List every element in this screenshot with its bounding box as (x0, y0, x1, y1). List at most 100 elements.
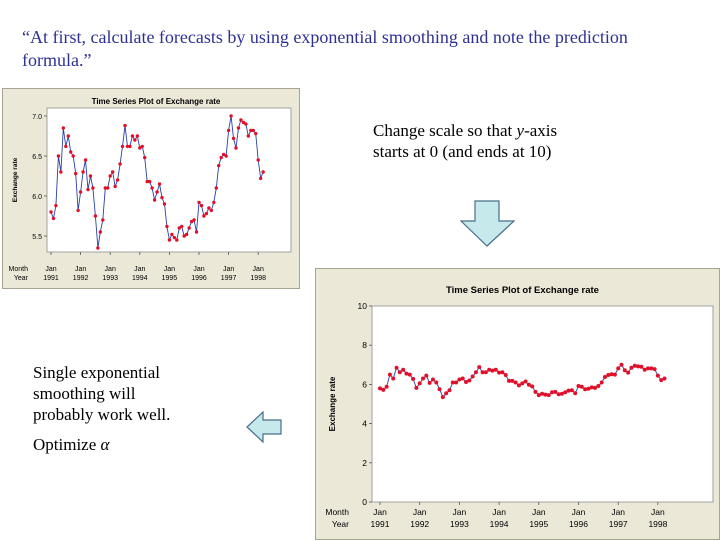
data-point (652, 367, 657, 372)
data-point (626, 370, 631, 375)
data-point (384, 384, 389, 389)
data-point (155, 190, 159, 194)
data-point (96, 246, 100, 250)
x-tick-month-label: Jan (373, 507, 387, 517)
data-point (64, 144, 68, 149)
data-point (397, 370, 402, 375)
data-point (593, 385, 598, 390)
data-point (56, 154, 61, 158)
data-point (175, 238, 179, 242)
x-tick-month-label: Jan (532, 507, 546, 517)
data-point (221, 152, 226, 157)
data-point (254, 131, 258, 136)
data-point (470, 374, 475, 379)
data-point (197, 200, 201, 205)
data-point (73, 171, 78, 176)
data-point (214, 186, 218, 190)
data-point (510, 378, 515, 383)
plot-area (371, 305, 714, 503)
y-axis-label: Exchange rate (328, 376, 337, 431)
data-point (536, 393, 541, 398)
data-point (394, 365, 399, 370)
note-smoothing-line1: Single exponential (33, 363, 161, 382)
down-arrow-icon (460, 200, 516, 247)
data-point (69, 150, 73, 154)
data-point (559, 391, 564, 396)
x-tick-year-label: 1997 (609, 519, 628, 529)
data-point (513, 380, 518, 385)
data-point (219, 155, 223, 160)
x-tick-year-label: 1998 (648, 519, 667, 529)
data-point (187, 226, 191, 230)
data-point (573, 391, 578, 396)
data-point (177, 226, 181, 230)
data-point (101, 218, 105, 222)
data-point (152, 198, 157, 202)
data-point (473, 370, 478, 375)
data-point (553, 389, 558, 394)
data-point (500, 370, 505, 375)
data-point (503, 372, 508, 377)
data-point (599, 380, 604, 385)
data-point (520, 381, 525, 386)
data-point (556, 392, 561, 397)
data-point (192, 218, 196, 222)
y-tick-label: 4 (362, 419, 367, 429)
data-point (583, 387, 588, 392)
chart-panel-original: Time Series Plot of Exchange rate 5.5 6.0 6… (2, 88, 300, 289)
data-point (497, 370, 502, 375)
data-point (602, 374, 607, 379)
data-point (120, 144, 125, 149)
data-point (447, 388, 452, 393)
data-point (98, 230, 103, 234)
data-point (655, 373, 660, 378)
data-point (401, 367, 406, 372)
data-point (49, 210, 53, 214)
x-row-label-month: Month (9, 266, 29, 273)
data-point (381, 387, 386, 392)
data-point (130, 134, 135, 138)
data-point (93, 214, 98, 218)
data-point (639, 364, 644, 369)
data-point (434, 380, 439, 385)
data-point (427, 380, 432, 385)
x-tick-year-label: 1996 (191, 275, 207, 282)
data-point (454, 380, 459, 385)
data-point (234, 146, 238, 150)
x-tick-year-label: 1996 (569, 519, 588, 529)
data-point (202, 214, 206, 218)
data-point (421, 376, 426, 381)
data-point (411, 376, 416, 381)
x-tick-month-label: Jan (193, 266, 204, 273)
data-point (414, 385, 419, 390)
data-point (516, 383, 521, 388)
data-point (157, 182, 162, 186)
y-tick-label: 6 (362, 379, 367, 389)
x-tick-year-label: 1993 (102, 275, 118, 282)
x-tick-month-label: Jan (223, 266, 234, 273)
data-point (231, 136, 236, 141)
data-point (507, 378, 512, 383)
data-point (115, 178, 120, 182)
data-point (113, 184, 117, 189)
data-point (123, 123, 127, 128)
data-point (241, 120, 246, 125)
slide-heading: “At first, calculate forecasts by using … (22, 27, 628, 70)
chart-title: Time Series Plot of Exchange rate (92, 97, 221, 106)
exchange-rate-chart-original: Time Series Plot of Exchange rate 5.5 6.0 6… (9, 97, 292, 282)
note-optimize-text: Optimize (33, 435, 101, 454)
data-point (526, 382, 531, 387)
y-tick-label: 0 (362, 497, 367, 507)
data-point (444, 391, 449, 396)
x-tick-month-label: Jan (253, 266, 264, 273)
data-point (76, 208, 80, 213)
data-point (204, 211, 209, 216)
data-point (140, 144, 144, 149)
data-point (258, 176, 263, 181)
data-point (143, 155, 147, 160)
data-point (66, 134, 70, 138)
data-point (199, 203, 204, 208)
x-tick-year-label: 1995 (162, 275, 178, 282)
data-point (659, 378, 664, 383)
data-point (78, 190, 83, 194)
